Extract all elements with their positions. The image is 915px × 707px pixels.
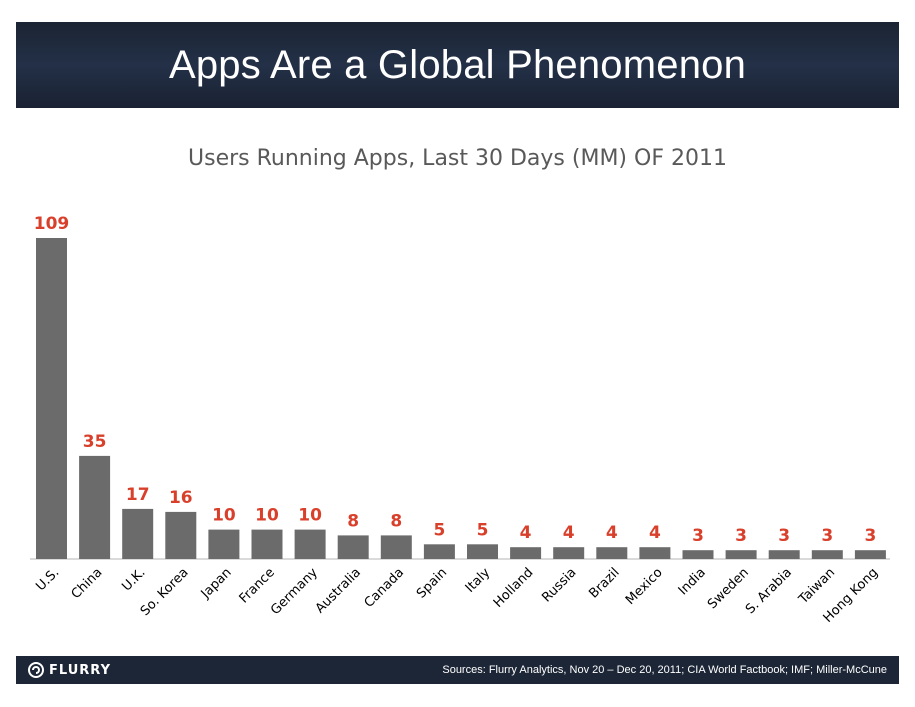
category-label: China	[69, 565, 106, 602]
bar-russia	[553, 547, 585, 559]
data-label: 109	[34, 214, 70, 234]
page-title: Apps Are a Global Phenomenon	[168, 42, 747, 87]
category-label: Australia	[313, 565, 364, 616]
category-label: Taiwan	[796, 565, 839, 608]
bar-so-korea	[165, 511, 197, 559]
category-label: Germany	[268, 565, 321, 618]
bar-s-arabia	[768, 550, 800, 559]
data-label: 3	[778, 526, 790, 546]
chart-title: Users Running Apps, Last 30 Days (MM) OF…	[188, 146, 727, 171]
bar-canada	[380, 535, 412, 559]
data-label: 3	[735, 526, 747, 546]
bar-taiwan	[811, 550, 843, 559]
category-label: Japan	[198, 565, 235, 602]
data-label: 10	[298, 506, 322, 526]
category-label: Mexico	[623, 565, 666, 608]
bar-u-k	[122, 508, 154, 559]
title-banner: Apps Are a Global Phenomenon	[16, 22, 899, 108]
category-label: France	[237, 565, 278, 606]
category-label: Holland	[491, 565, 537, 611]
category-label: Russia	[539, 565, 579, 605]
category-label: U.K.	[119, 565, 148, 594]
data-label: 5	[433, 520, 445, 540]
bar-germany	[294, 529, 326, 559]
data-label: 5	[477, 520, 489, 540]
flurry-logo: FLURRY	[28, 662, 111, 678]
data-label: 8	[347, 511, 359, 531]
flurry-logo-icon	[28, 662, 44, 678]
data-label: 3	[821, 526, 833, 546]
bar-holland	[510, 547, 542, 559]
category-label: Brazil	[586, 565, 622, 601]
data-label: 4	[520, 523, 532, 543]
data-label: 4	[606, 523, 618, 543]
category-label: Canada	[362, 565, 408, 611]
bar-mexico	[639, 547, 671, 559]
category-label: Italy	[463, 565, 494, 596]
bar-hong-kong	[854, 550, 886, 559]
logo-text: FLURRY	[49, 662, 111, 678]
sources-note: Sources: Flurry Analytics, Nov 20 – Dec …	[442, 664, 887, 676]
category-label: India	[676, 565, 709, 598]
data-label: 4	[649, 523, 661, 543]
data-label: 3	[692, 526, 704, 546]
bar-spain	[423, 544, 455, 559]
category-label: U.S.	[33, 565, 62, 594]
bar-china	[79, 455, 111, 559]
bar-india	[682, 550, 714, 559]
bar-brazil	[596, 547, 628, 559]
category-label: Spain	[414, 565, 450, 601]
bar-australia	[337, 535, 369, 559]
bar-sweden	[725, 550, 757, 559]
category-label: S. Arabia	[743, 565, 795, 617]
data-label: 10	[212, 506, 236, 526]
data-label: 17	[126, 485, 150, 505]
data-label: 35	[83, 432, 107, 452]
bar-japan	[208, 529, 240, 559]
data-label: 16	[169, 488, 193, 508]
data-label: 10	[255, 506, 279, 526]
data-label: 3	[864, 526, 876, 546]
data-label: 4	[563, 523, 575, 543]
bar-italy	[467, 544, 498, 559]
footer-bar: FLURRY Sources: Flurry Analytics, Nov 20…	[16, 656, 899, 684]
bar-u-s	[36, 238, 67, 559]
bar-france	[251, 529, 283, 559]
data-label: 8	[390, 511, 402, 531]
